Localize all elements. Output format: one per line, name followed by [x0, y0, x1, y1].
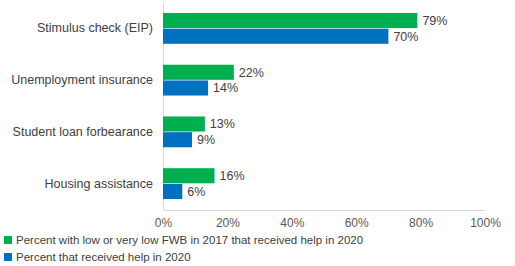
x-tick-label: 40% — [280, 216, 304, 230]
category-label: Unemployment insurance — [11, 73, 153, 87]
y-tick: Unemployment insurance — [11, 73, 163, 87]
bar — [163, 65, 234, 80]
data-label: 16% — [220, 169, 245, 183]
plot: 0% 20% 40% 60% 80% 100% Stimulus check (EIP) Un… — [11, 3, 501, 230]
data-label: 22% — [239, 66, 264, 80]
y-tick: Stimulus check (EIP) — [37, 21, 163, 35]
x-tick: 60% — [345, 210, 369, 230]
data-label: 79% — [422, 14, 447, 28]
x-tick: 40% — [280, 210, 304, 230]
bar — [163, 168, 215, 183]
y-tick: Student loan forbearance — [13, 125, 163, 139]
x-axis-line — [164, 210, 486, 211]
x-tick-label: 20% — [216, 216, 240, 230]
bar — [163, 184, 182, 199]
bar — [163, 80, 208, 95]
data-label: 70% — [393, 30, 418, 44]
chart: 0% 20% 40% 60% 80% 100% Stimulus check (EIP) Un… — [0, 0, 515, 266]
x-tick: 100% — [470, 210, 501, 230]
category-label: Student loan forbearance — [13, 125, 153, 139]
legend-swatch — [4, 253, 12, 261]
data-label: 6% — [187, 185, 205, 199]
data-label: 13% — [210, 117, 235, 131]
x-tick: 20% — [216, 210, 240, 230]
bar — [163, 132, 192, 147]
x-tick-label: 0% — [155, 216, 173, 230]
category-label: Stimulus check (EIP) — [37, 21, 153, 35]
legend-swatch — [4, 236, 12, 244]
bars — [163, 13, 417, 199]
data-label: 9% — [197, 133, 215, 147]
bar — [163, 116, 205, 131]
legend-label: Percent with low or very low FWB in 2017… — [16, 234, 363, 246]
x-tick: 80% — [409, 210, 433, 230]
data-labels: 79% 22% 13% 16% 70% 14% 9% 6% — [187, 14, 447, 199]
x-tick-label: 100% — [470, 216, 501, 230]
y-axis: Stimulus check (EIP) Unemployment insuran… — [11, 3, 163, 211]
category-label: Housing assistance — [45, 177, 153, 191]
x-axis: 0% 20% 40% 60% 80% 100% — [155, 210, 501, 230]
bar — [163, 29, 388, 44]
x-tick: 0% — [155, 210, 173, 230]
bar — [163, 13, 417, 28]
x-tick-label: 80% — [409, 216, 433, 230]
x-tick-label: 60% — [345, 216, 369, 230]
data-label: 14% — [213, 81, 238, 95]
legend-label: Percent that received help in 2020 — [16, 251, 191, 263]
legend: Percent with low or very low FWB in 2017… — [4, 234, 363, 263]
y-tick: Housing assistance — [45, 177, 163, 191]
